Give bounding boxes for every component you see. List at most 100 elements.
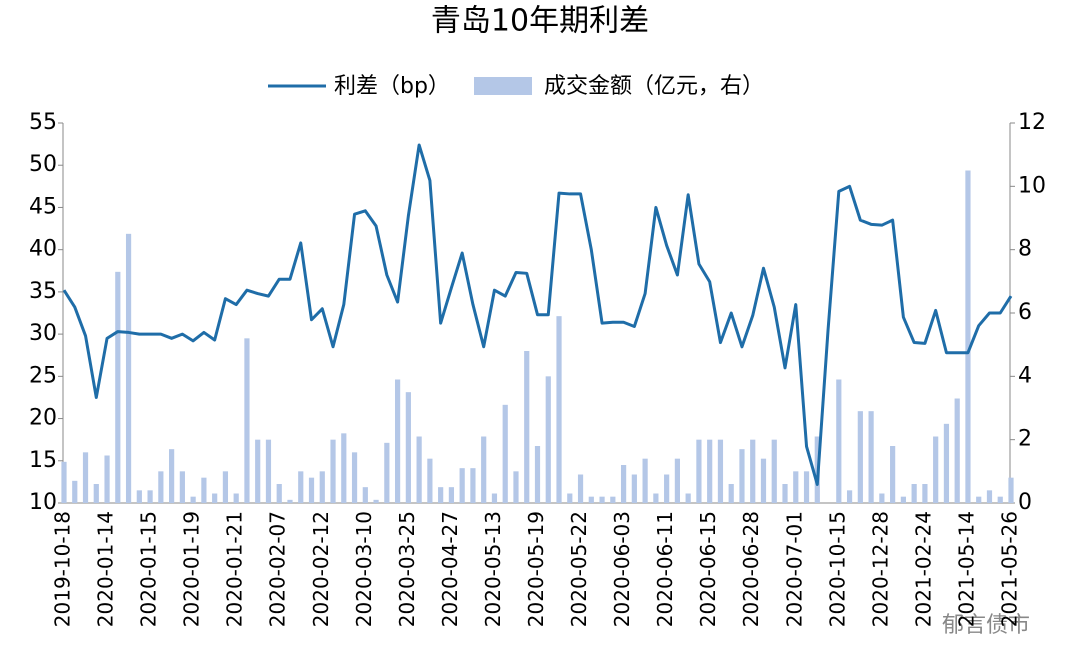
bar: [911, 484, 917, 503]
bar: [943, 423, 950, 503]
bar: [61, 461, 67, 503]
bar: [448, 487, 455, 503]
y2-tick-label: 10: [1018, 173, 1046, 198]
bar: [502, 404, 508, 503]
y2-tick-label: 8: [1018, 237, 1032, 262]
bar: [491, 493, 498, 503]
bar: [308, 477, 315, 503]
bar: [481, 436, 487, 503]
x-tick-label: 2020-03-25: [395, 511, 419, 627]
bar: [427, 458, 433, 503]
y-tick-label: 40: [29, 237, 57, 262]
bar: [351, 452, 358, 503]
bar: [362, 487, 368, 503]
bar: [384, 442, 390, 503]
bar: [524, 351, 530, 503]
bar: [82, 452, 89, 503]
bar: [233, 493, 239, 503]
x-tick-label: 2019-10-18: [51, 511, 75, 627]
bar: [534, 446, 541, 503]
bar: [588, 496, 594, 503]
x-tick-label: 2020-02-07: [266, 511, 290, 627]
bar: [567, 493, 573, 503]
x-tick-label: 2020-06-15: [696, 511, 720, 627]
legend-label: 成交金额（亿元，右）: [544, 74, 764, 99]
bar: [997, 496, 1003, 503]
legend-bar-swatch: [474, 77, 532, 95]
bar: [728, 484, 734, 503]
x-tick-label: 2020-03-10: [352, 511, 376, 627]
bar: [642, 458, 648, 503]
bar: [976, 496, 982, 503]
bar: [599, 496, 605, 503]
x-tick-label: 2020-04-27: [438, 511, 462, 627]
line: [62, 143, 1013, 486]
bar: [169, 449, 175, 503]
bar: [147, 490, 153, 503]
y-tick-label: 45: [29, 194, 57, 219]
x-tick-label: 2020-05-19: [524, 511, 548, 627]
bar: [136, 490, 142, 503]
bar: [890, 446, 896, 503]
bar: [922, 484, 928, 503]
bar: [244, 338, 250, 503]
bar: [986, 490, 993, 503]
bar: [330, 439, 336, 503]
y-tick-label: 55: [29, 110, 57, 135]
bar: [341, 433, 347, 503]
bar: [717, 439, 724, 503]
y-tick-label: 35: [29, 279, 57, 304]
bar: [610, 496, 616, 503]
x-tick-label: 2020-06-03: [610, 511, 634, 627]
y-tick-label: 10: [29, 490, 57, 515]
x-tick-label: 2020-01-19: [180, 511, 204, 627]
bar: [158, 471, 164, 503]
bar: [72, 480, 78, 503]
bar: [793, 471, 799, 503]
bar: [179, 471, 185, 503]
y2-tick-label: 12: [1018, 110, 1046, 135]
bar: [319, 471, 325, 503]
x-tick-label: 2020-01-15: [137, 511, 161, 627]
x-tick-label: 2020-07-01: [782, 511, 806, 627]
bar: [696, 439, 702, 503]
bar: [265, 439, 272, 503]
bar: [577, 474, 584, 503]
bar: [287, 499, 293, 503]
y-tick-label: 25: [29, 363, 57, 388]
x-tick-label: 2021-05-26: [998, 511, 1022, 627]
watermark: 郁言债市: [942, 613, 1030, 638]
bar: [373, 499, 379, 503]
bar: [739, 449, 745, 503]
y2-tick-label: 4: [1018, 363, 1032, 388]
bar: [954, 398, 960, 503]
bar: [255, 439, 261, 503]
bar: [212, 493, 218, 503]
bar: [664, 474, 670, 503]
bar: [674, 458, 680, 503]
bar: [771, 439, 777, 503]
y2-tick-label: 2: [1018, 427, 1032, 452]
bar: [438, 487, 444, 503]
x-tick-label: 2020-10-15: [825, 511, 849, 627]
y-tick-label: 15: [29, 448, 57, 473]
bar: [933, 436, 939, 503]
bar: [416, 436, 422, 503]
x-tick-label: 2020-05-22: [567, 511, 591, 627]
x-tick-label: 2020-01-14: [94, 511, 118, 627]
bar: [222, 471, 229, 503]
bar: [93, 484, 99, 503]
y2-tick-label: 0: [1018, 490, 1032, 515]
bar: [846, 490, 853, 503]
y-tick-label: 50: [29, 152, 57, 177]
bar: [125, 233, 132, 504]
bar: [470, 468, 476, 503]
bar: [276, 484, 282, 503]
x-tick-label: 2020-06-28: [739, 511, 763, 627]
bar: [620, 465, 627, 503]
x-tick-label: 2021-05-14: [954, 511, 978, 627]
x-tick-label: 2020-01-21: [223, 511, 247, 627]
legend-label: 利差（bp）: [334, 74, 450, 99]
